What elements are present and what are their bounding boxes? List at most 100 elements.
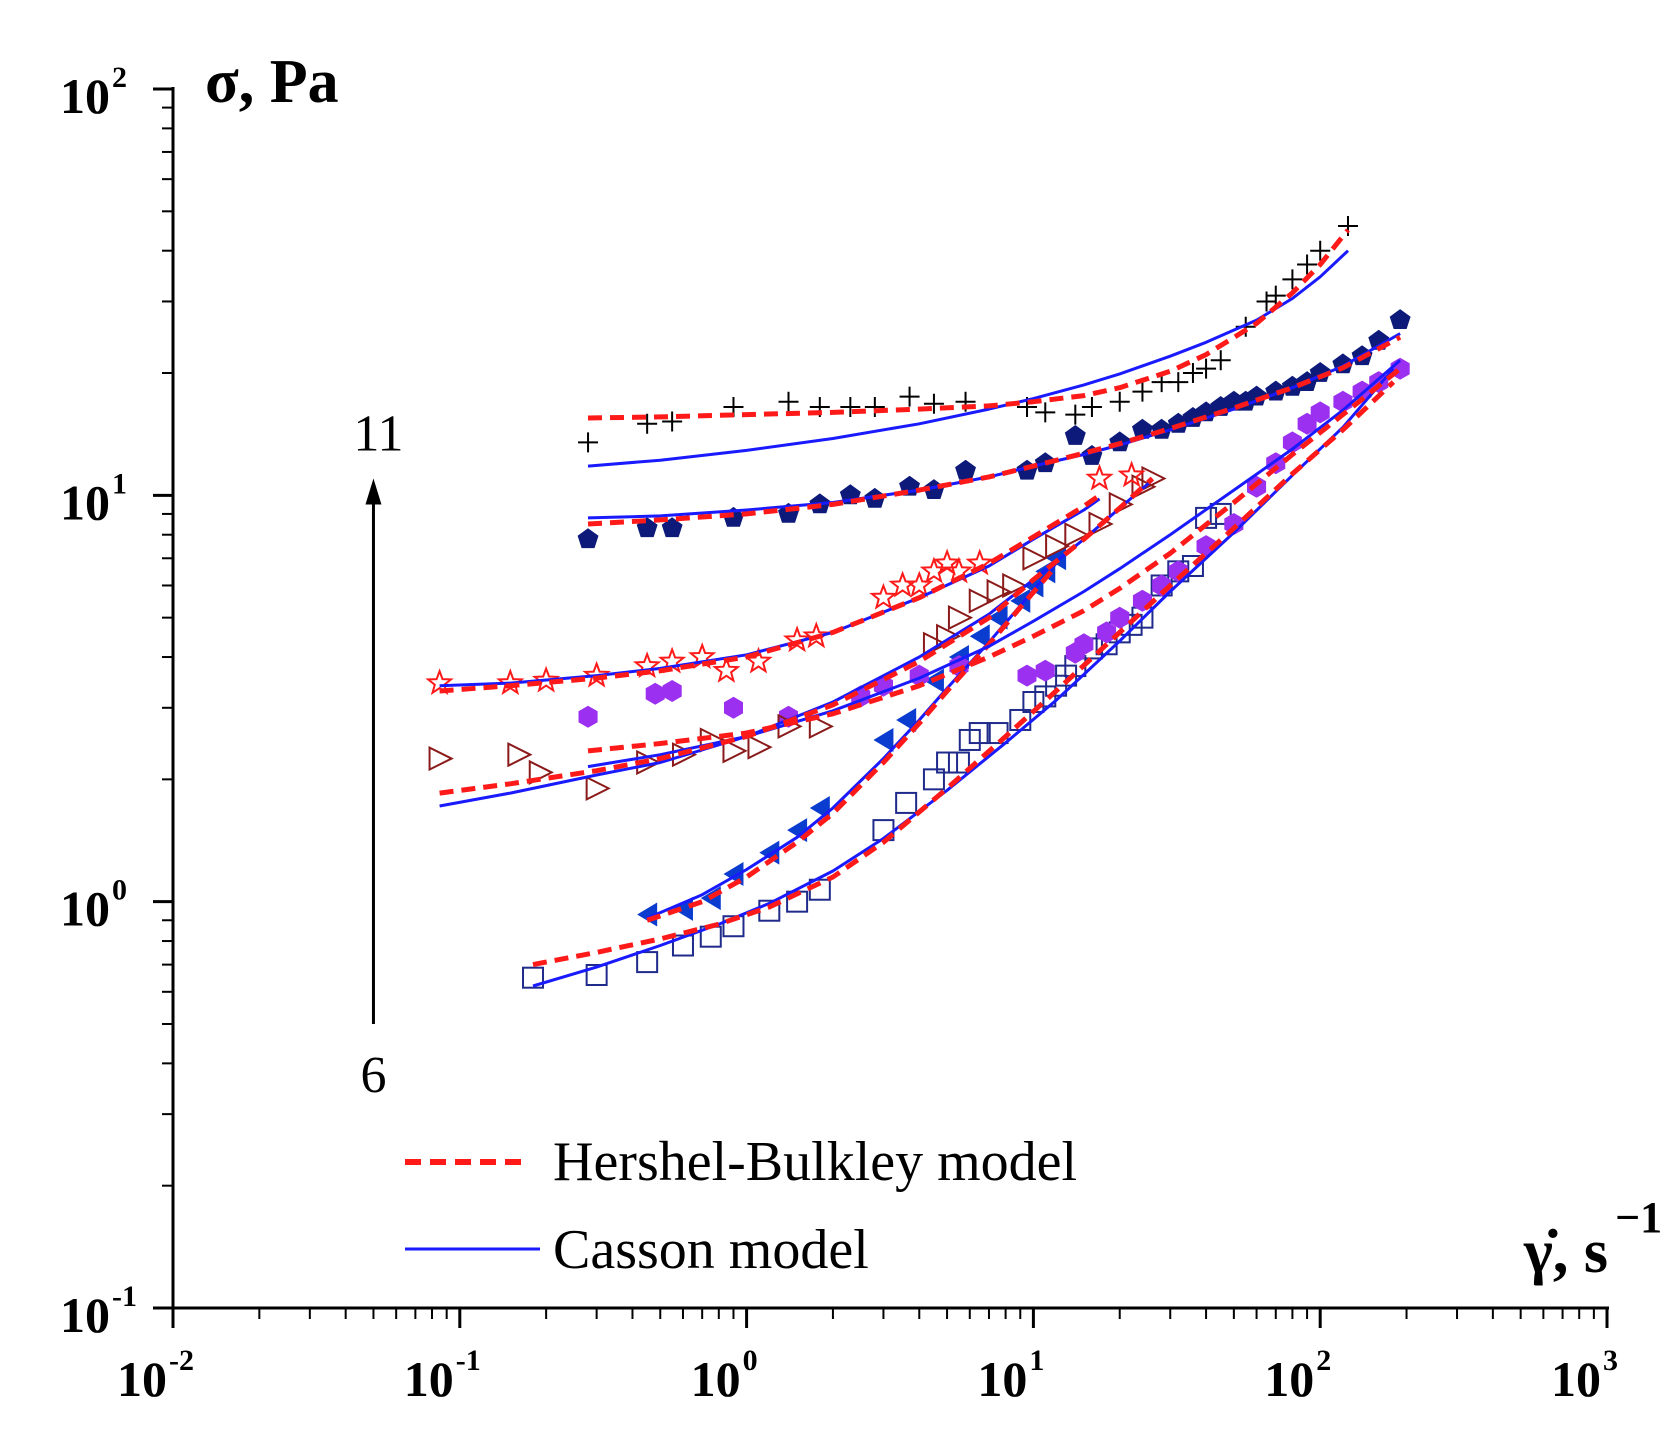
data-point [923,393,944,414]
data-point [1182,363,1203,384]
data-point [869,582,898,610]
data-point [1310,401,1330,424]
data-point [932,548,962,576]
x-axis-title: γ̇, s −1 [1523,1193,1662,1286]
y-tick-label-exponent: 1 [112,467,127,500]
data-point [722,915,745,938]
data-point [662,411,683,432]
data-point [1196,358,1217,379]
data-point [1168,372,1189,393]
y-tick-label: 10 -1 [60,1280,137,1343]
series-9-points [428,465,1167,802]
x-tick-label: 10 2 [1264,1344,1331,1407]
data-point [531,665,561,693]
data-point [1035,402,1056,423]
x-tick-label-exponent: 2 [1316,1344,1331,1377]
data-point [1117,460,1146,488]
data-point [1132,418,1153,439]
data-point [936,751,959,774]
series-8-points [578,357,1410,728]
y-tick-label-base: 10 [60,881,110,937]
data-point [1282,269,1303,290]
data-point [1088,511,1114,537]
y-tick-label: 10 0 [60,874,127,937]
data-point [1110,606,1130,629]
data-point [712,655,741,683]
data-point [425,668,454,696]
data-point [1017,664,1037,687]
x-tick-label-base: 10 [977,1351,1027,1407]
y-tick-label-exponent: 2 [112,61,127,94]
data-point [1097,621,1117,644]
data-point [1389,309,1411,329]
y-tick-label-base: 10 [60,68,110,124]
x-tick-label-exponent: -1 [456,1344,481,1377]
data-point [1064,425,1086,445]
x-tick-label-base: 10 [117,1351,167,1407]
data-point [1109,391,1130,412]
data-point [1046,546,1067,571]
data-point [919,556,949,584]
data-point [1045,533,1071,559]
hb-fit-11a [587,334,1402,527]
data-point [899,386,920,407]
x-tick-label-base: 10 [404,1351,454,1407]
data-point [968,588,994,614]
hb-fit-6 [532,380,1396,968]
trend-arrow-head [365,478,382,505]
data-point [896,707,917,732]
data-point [1141,465,1167,492]
data-point [969,624,990,649]
data-point [1132,381,1153,402]
series-11b-points [578,216,1358,453]
data-point [922,768,945,791]
data-point [808,713,835,740]
data-point [1064,522,1090,548]
data-point [1297,254,1318,275]
y-tick-label-base: 10 [60,1287,110,1343]
data-point [671,934,694,957]
x-tick-label-exponent: 3 [1603,1344,1618,1377]
data-point [873,727,894,752]
data-point [724,696,743,719]
data-point [1010,588,1031,613]
x-tick-label-exponent: 0 [743,1344,758,1377]
data-point [661,517,683,538]
data-point [1209,502,1232,525]
hb-fit-7 [646,564,1058,923]
trend-annotation: 11 6 [353,406,403,1104]
data-point [864,396,885,417]
data-point [922,631,949,657]
data-point [637,413,658,434]
x-axis-title-exponent: −1 [1615,1193,1662,1242]
legend: Hershel-Bulkley model Casson model [405,1131,1077,1281]
data-point [528,759,554,786]
data-point [955,459,976,480]
data-point [778,391,799,412]
data-point [1022,545,1048,571]
data-point [1085,463,1114,491]
y-tick-label-base: 10 [60,474,110,530]
data-point [1081,396,1102,417]
plot-area [425,216,1411,989]
data-point [840,396,861,417]
data-point [578,432,599,453]
data-point [895,791,918,814]
trend-label-bottom: 6 [360,1047,386,1104]
data-point [1074,633,1094,656]
x-tick-label-base: 10 [1551,1351,1601,1407]
data-point [1265,285,1286,306]
data-point [1023,573,1044,598]
y-axis-title: σ, Pa [205,48,339,116]
y-tick-label-exponent: 0 [112,874,127,907]
data-point [662,680,682,702]
y-tick-label: 10 2 [60,61,127,124]
data-point [968,722,991,745]
x-tick-label: 10 1 [977,1344,1044,1407]
data-point [636,951,659,974]
data-point [1210,350,1231,371]
x-tick-label-base: 10 [691,1351,741,1407]
data-point [522,966,545,989]
hb-fit-9 [439,476,1155,796]
